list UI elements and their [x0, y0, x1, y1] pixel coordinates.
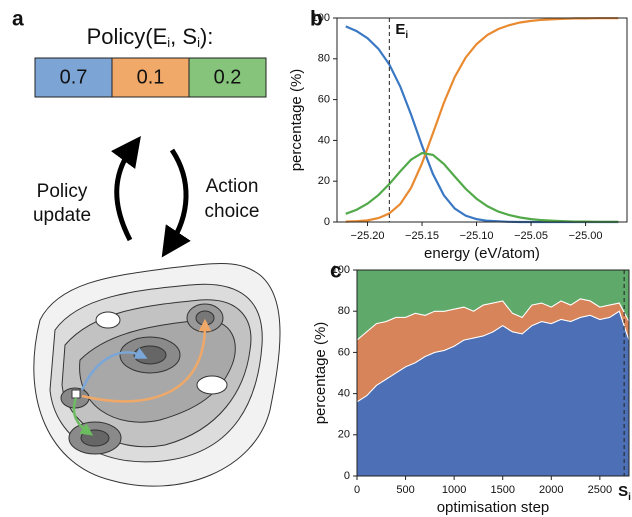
policy-boxes: 0.7 0.1 0.2: [34, 57, 267, 98]
x-tick-label: 500: [396, 484, 414, 496]
x-tick-label: 1000: [442, 484, 466, 496]
y-axis-label: percentage (%): [312, 322, 329, 425]
y-tick-label: 20: [338, 429, 350, 441]
charts: 0 20 40 60 80 100 −25.20 −25.15 −25.10 −25.05 −25.…: [288, 8, 631, 516]
axes-frame: [336, 17, 628, 223]
x-tick-label: −25.15: [405, 230, 439, 242]
y-tick-label: 0: [324, 216, 330, 228]
x-tick-label: −25.20: [351, 230, 385, 242]
y-tick-label: 100: [312, 12, 330, 24]
panel-label: a: [12, 8, 24, 31]
y-tick-label: 0: [344, 470, 350, 482]
side-label: Policy: [37, 181, 88, 202]
axes-frame: [356, 269, 630, 477]
y-tick-label: 60: [318, 94, 330, 106]
policy-box: [34, 57, 113, 98]
x-tick-label: 2000: [539, 484, 563, 496]
panel-label: c: [330, 260, 342, 283]
arrow: [161, 148, 191, 258]
x-axis-label: energy (eV/atom): [424, 245, 540, 262]
arrow: [80, 347, 148, 391]
marker-label-sub: i: [405, 30, 408, 41]
x-tick-label: 1500: [490, 484, 514, 496]
line: [345, 25, 619, 224]
arrow: [111, 135, 141, 242]
marker-label-sub: i: [628, 492, 631, 503]
marker-label: Si: [618, 483, 631, 503]
y-axis-label: percentage (%): [288, 69, 305, 172]
title-sub: i: [167, 35, 170, 50]
y-tick-label: 60: [338, 346, 350, 358]
policy-box: [111, 57, 190, 98]
line: [345, 17, 619, 223]
arrow: [81, 318, 212, 403]
marker-label: Ei: [395, 21, 408, 41]
policy-value: 0.2: [214, 66, 242, 88]
chart: 0 20 40 60 80 100 −25.20 −25.15 −25.10 −25.05 −25.…: [288, 8, 628, 262]
panel-label: b: [310, 8, 323, 31]
x-tick-label: −25.00: [569, 230, 603, 242]
x-tick-label: −25.10: [460, 230, 494, 242]
side-label: choice: [205, 201, 260, 222]
x-tick-label: −25.05: [514, 230, 548, 242]
title-part: , S: [170, 24, 197, 49]
landscape: [33, 263, 281, 487]
title-sub: i: [197, 35, 200, 50]
y-tick-label: 40: [338, 388, 350, 400]
x-axis-label: optimisation step: [437, 499, 550, 516]
x-tick-label: 0: [354, 484, 360, 496]
policy-value: 0.1: [137, 66, 165, 88]
y-tick-label: 100: [332, 264, 350, 276]
policy-box: [188, 57, 267, 98]
marker-label-main: E: [395, 21, 405, 38]
line: [345, 151, 619, 223]
title-part: ):: [200, 24, 213, 49]
side-label: Action: [206, 176, 259, 197]
marker-label-main: S: [618, 483, 628, 500]
y-tick-label: 80: [338, 305, 350, 317]
x-tick-label: 2500: [588, 484, 612, 496]
y-tick-label: 20: [318, 175, 330, 187]
policy-title: Policy(Ei, Si):: [87, 24, 214, 51]
title-part: Policy(E: [87, 24, 168, 49]
y-tick-label: 40: [318, 134, 330, 146]
y-tick-label: 80: [318, 53, 330, 65]
side-label: update: [33, 205, 91, 226]
arrow: [72, 397, 94, 436]
policy-value: 0.7: [60, 66, 88, 88]
